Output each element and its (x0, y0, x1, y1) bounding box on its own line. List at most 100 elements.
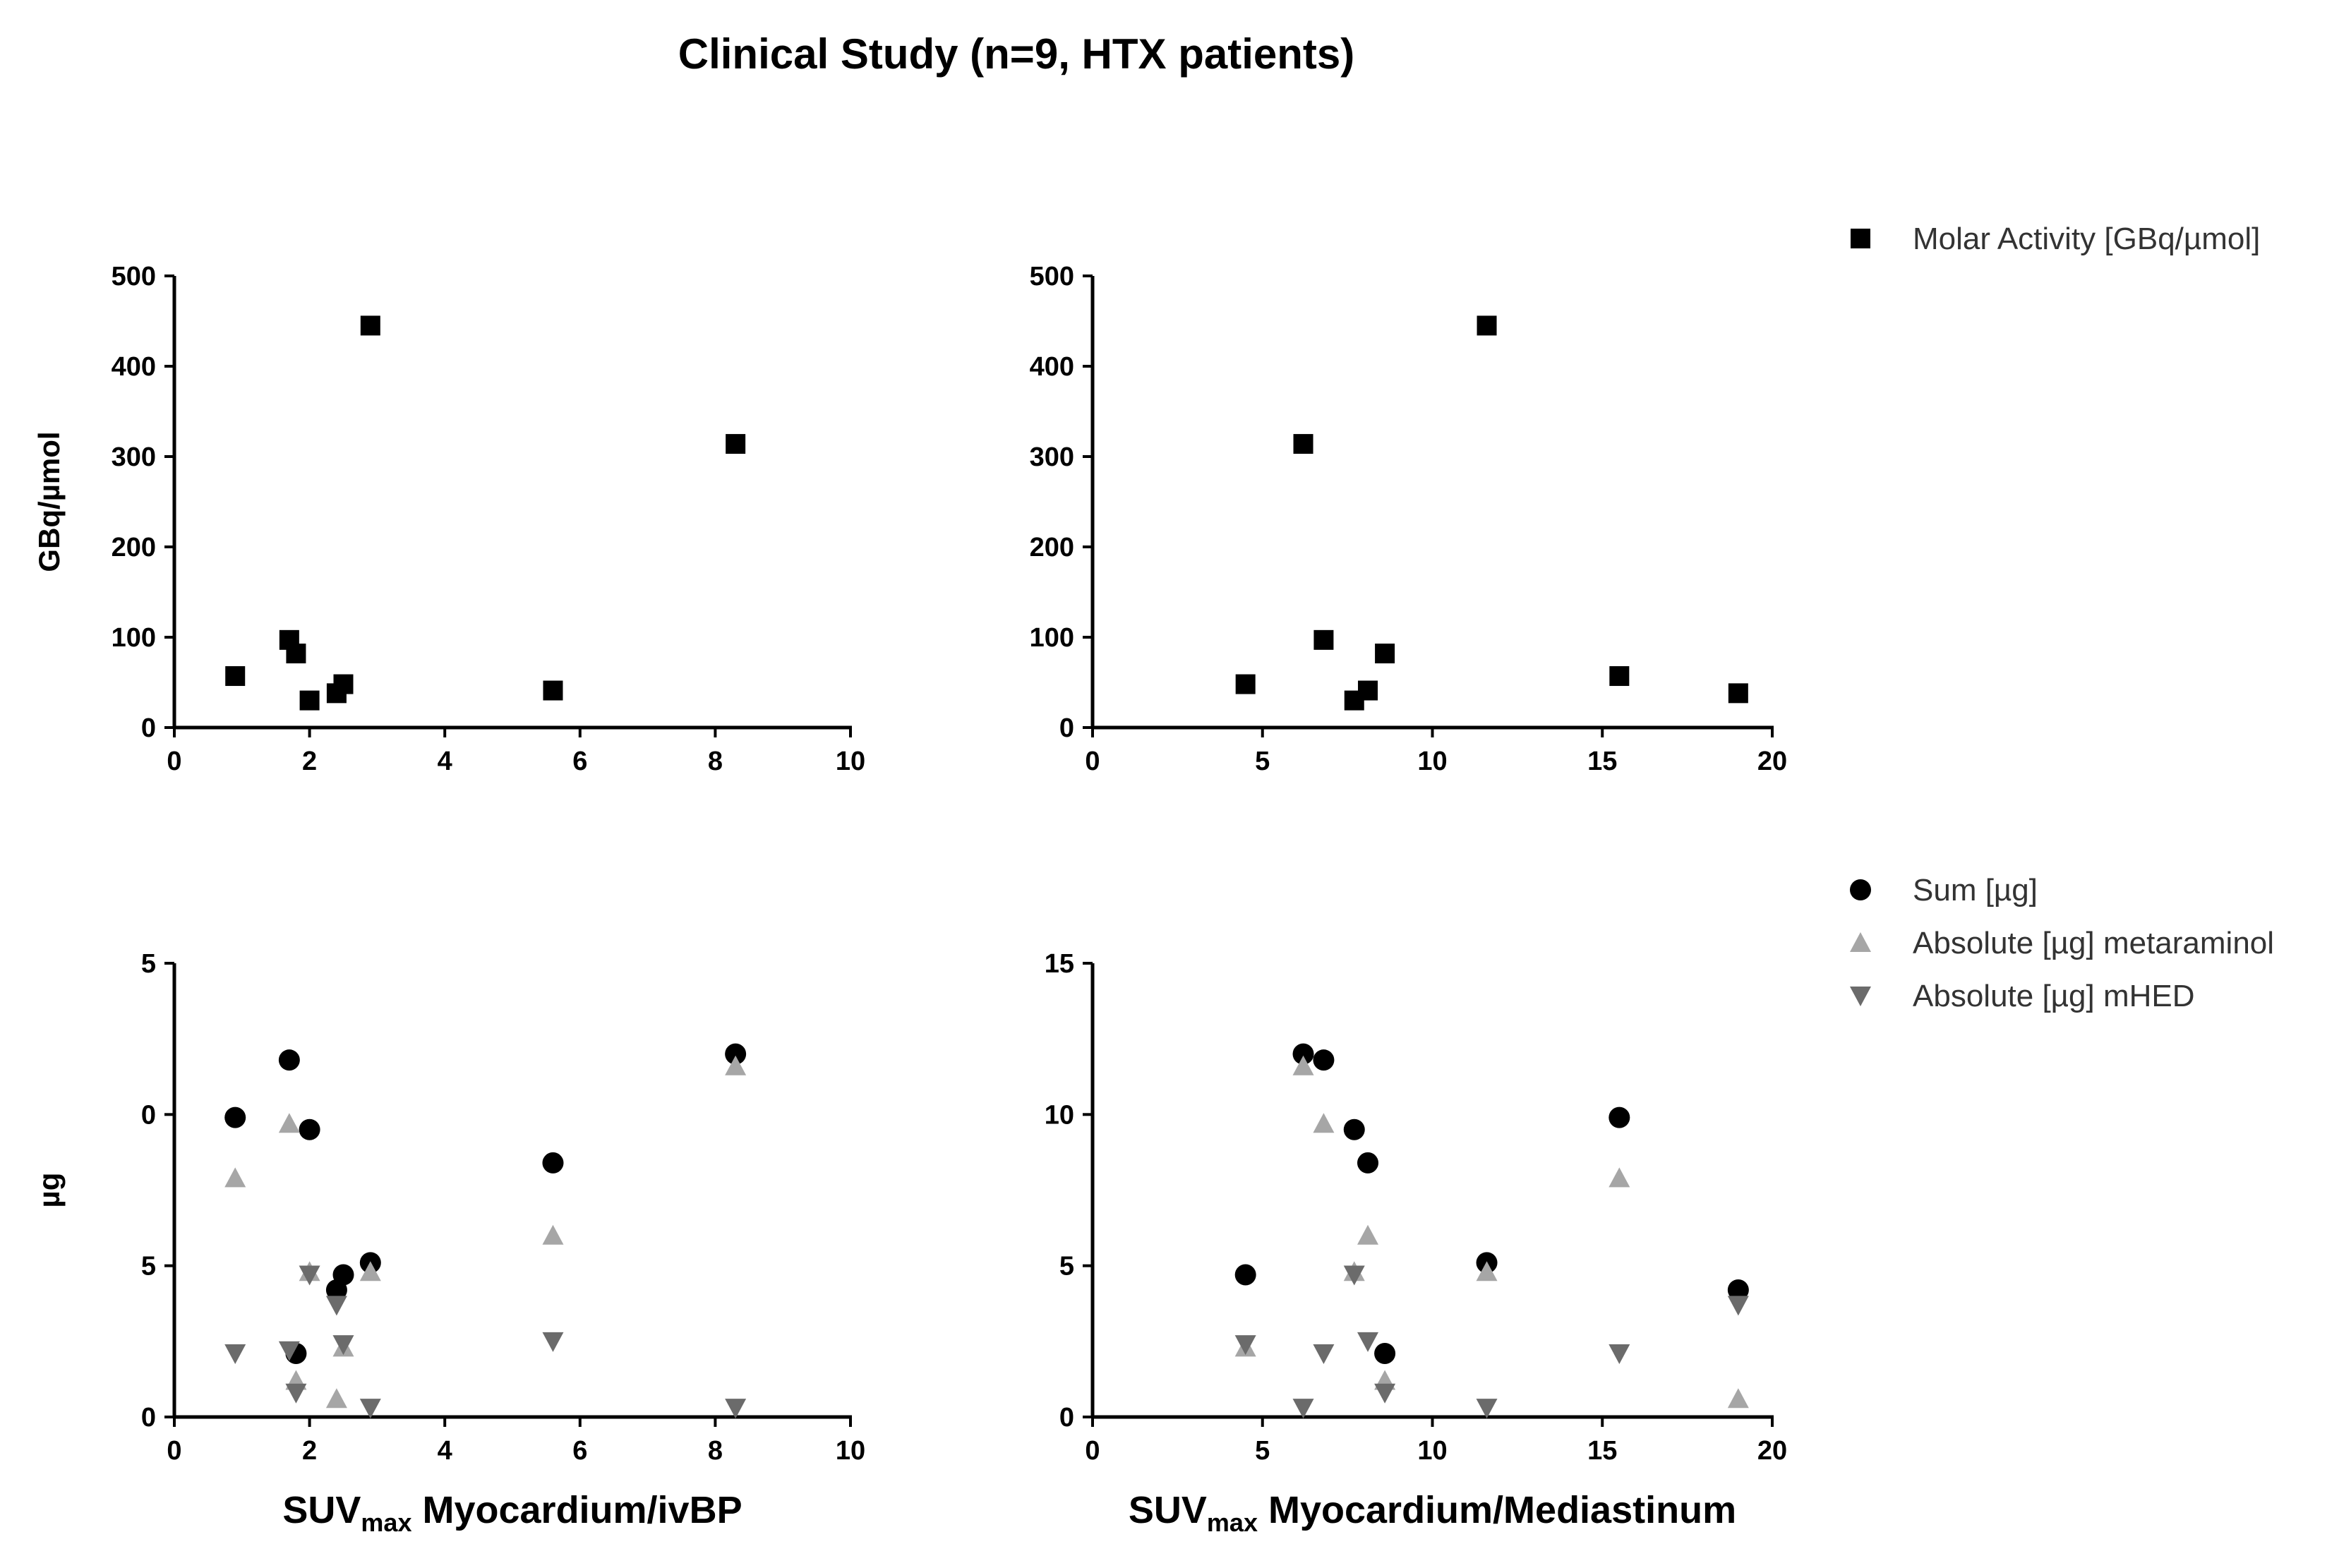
y-tick-label: 100 (1030, 623, 1074, 653)
data-point-circle (1374, 1342, 1396, 1364)
data-point-triangle-down (332, 1335, 354, 1356)
legend-bottom: Sum [µg] Absolute [µg] metaraminol Absolut… (1850, 873, 2274, 1013)
data-point-triangle-down (1476, 1399, 1498, 1419)
data-point-circle (299, 1118, 320, 1140)
figure-title: Clinical Study (n=9, HTX patients) (678, 30, 1355, 78)
y-tick-label: 5 (141, 1252, 156, 1281)
legend-label: Molar Activity [GBq/µmol] (1913, 222, 2260, 256)
x-tick-label: 0 (1085, 1436, 1100, 1466)
data-point-circle (725, 1043, 747, 1065)
data-point-triangle-up (1609, 1167, 1630, 1188)
data-point-circle (1343, 1118, 1365, 1140)
data-point-circle (1727, 1279, 1749, 1301)
legend-label: Absolute [µg] metaraminol (1913, 926, 2274, 960)
y-tick-label: 5 (1059, 1252, 1074, 1281)
data-point-triangle-up (224, 1167, 246, 1188)
data-point-square (1358, 680, 1378, 701)
data-point-square (299, 690, 320, 711)
y-tick-label: 400 (1030, 352, 1074, 382)
data-point-circle (1313, 1049, 1335, 1071)
x-tick-label: 10 (1417, 1436, 1447, 1466)
legend-label: Absolute [µg] mHED (1913, 979, 2195, 1013)
data-point-triangle-up (278, 1113, 300, 1133)
y-tick-label: 100 (112, 623, 156, 653)
x-tick-label: 5 (1255, 1436, 1270, 1466)
data-point-square (1235, 674, 1256, 694)
panel-bottom-right: 0 5 10 15 20 0 5 10 15 SUVmax Myocardium/Mediasti… (1045, 949, 1787, 1537)
y-tick-label: 500 (1030, 262, 1074, 291)
y-tick-label: 0 (1059, 713, 1074, 743)
data-point-triangle-up (1476, 1261, 1498, 1281)
x-tick-label: 4 (438, 1436, 452, 1466)
x-tick-label: 10 (836, 747, 865, 776)
data-point-triangle-up (359, 1261, 381, 1281)
data-point-triangle-down (359, 1399, 381, 1419)
data-point-triangle-up (542, 1224, 564, 1245)
x-tick-label: 6 (572, 747, 587, 776)
data-point-triangle-down (1727, 1296, 1749, 1316)
x-tick-label: 20 (1757, 747, 1787, 776)
y-tick-label: 200 (112, 533, 156, 562)
series-circle (224, 1043, 747, 1364)
data-point-triangle-down (325, 1296, 347, 1316)
data-point-square (1477, 315, 1497, 336)
data-point-square (726, 434, 746, 454)
data-point-circle (224, 1106, 246, 1128)
data-point-triangle-down (725, 1399, 747, 1419)
x-tick-label: 0 (1085, 747, 1100, 776)
legend-marker-circle (1850, 879, 1871, 900)
x-tick-label: 10 (836, 1436, 865, 1466)
data-point-triangle-down (224, 1344, 246, 1364)
data-point-square (543, 680, 563, 701)
data-point-triangle-down (1292, 1399, 1314, 1419)
y-tick-label: 15 (1045, 949, 1074, 979)
legend-top: Molar Activity [GBq/µmol] (1851, 222, 2260, 256)
data-point-triangle-down (285, 1383, 307, 1404)
data-point-circle (542, 1152, 564, 1174)
data-point-triangle-down (1374, 1383, 1396, 1404)
legend-label: Sum [µg] (1913, 873, 2038, 907)
x-axis-label: SUVmax Myocardium/Mediastinum (1129, 1489, 1736, 1537)
data-point-triangle-down (1357, 1332, 1379, 1352)
series-triangle-up (1234, 1055, 1749, 1409)
data-point-triangle-up (725, 1055, 747, 1075)
data-point-square (225, 666, 246, 687)
x-tick-label: 2 (302, 1436, 317, 1466)
data-point-triangle-down (1313, 1344, 1335, 1364)
data-point-circle (1292, 1043, 1314, 1065)
x-tick-label: 5 (1255, 747, 1270, 776)
data-point-triangle-down (1343, 1265, 1365, 1286)
series-square (225, 315, 746, 711)
y-tick-label: 0 (1059, 1403, 1074, 1433)
data-point-triangle-down (542, 1332, 564, 1352)
data-point-square (360, 315, 380, 336)
data-point-circle (1234, 1264, 1256, 1286)
data-point-triangle-up (325, 1388, 347, 1409)
x-tick-label: 10 (1417, 747, 1447, 776)
panel-bottom-left: 0 2 4 6 8 10 0 5 0 5 µg SUVmax Myocardium/ivBP (32, 949, 865, 1537)
y-axis-label: GBq/µmol (32, 431, 66, 572)
data-point-triangle-up (1292, 1055, 1314, 1075)
data-point-circle (278, 1049, 300, 1071)
series-triangle-down (1234, 1265, 1749, 1419)
y-axis-label: µg (32, 1173, 66, 1208)
data-point-square (1375, 644, 1395, 664)
y-tick-label: 300 (112, 442, 156, 472)
x-tick-label: 20 (1757, 1436, 1787, 1466)
x-axis-label: SUVmax Myocardium/ivBP (282, 1489, 742, 1537)
data-point-circle (1357, 1152, 1379, 1174)
data-point-square (1293, 434, 1313, 454)
data-point-triangle-down (1609, 1344, 1630, 1364)
legend-marker-square (1851, 229, 1870, 248)
series-triangle-down (224, 1265, 747, 1419)
y-tick-label: 0 (141, 1403, 156, 1433)
series-square (1235, 315, 1748, 711)
y-tick-label: 200 (1030, 533, 1074, 562)
x-tick-label: 8 (708, 1436, 723, 1466)
x-tick-label: 2 (302, 747, 317, 776)
x-tick-label: 15 (1587, 747, 1617, 776)
data-point-square (286, 644, 306, 664)
